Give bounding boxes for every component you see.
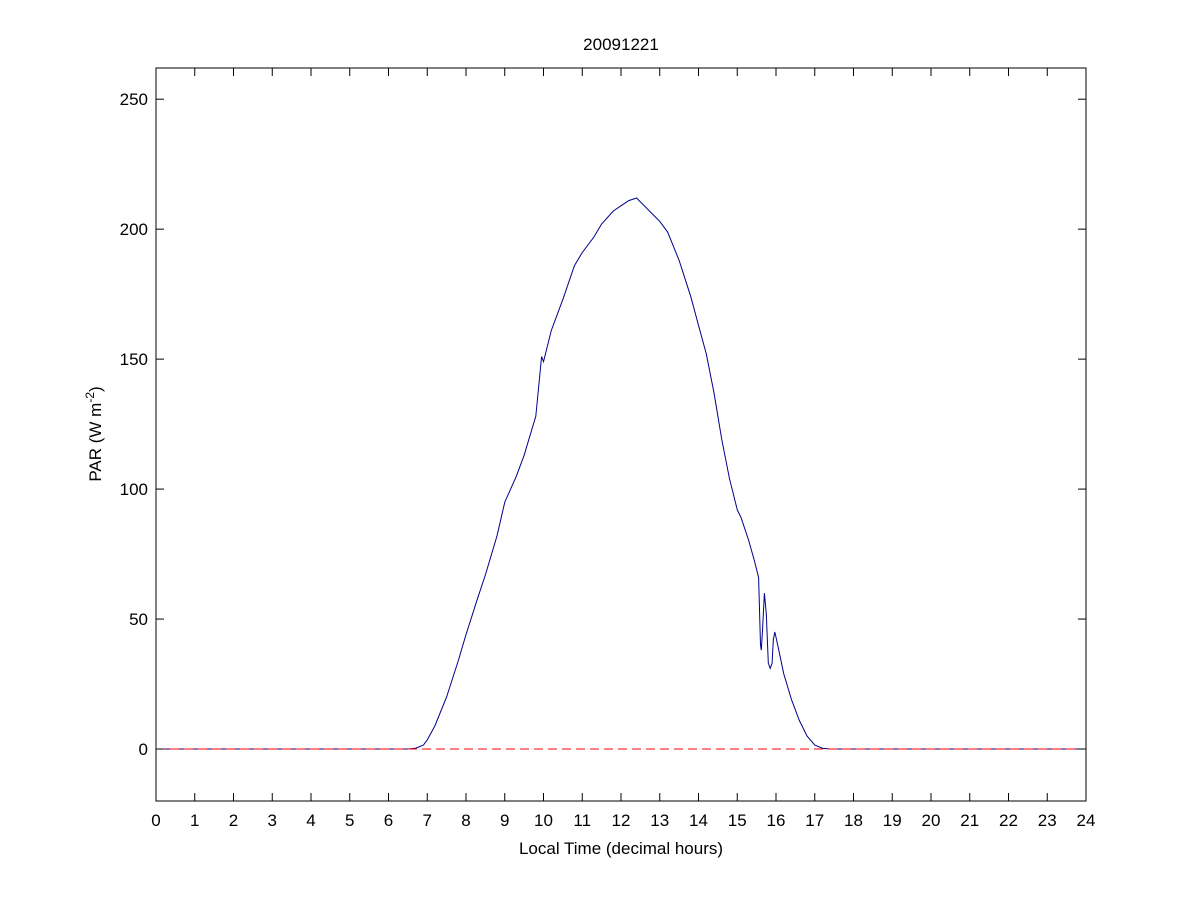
x-tick-label: 16 (767, 811, 786, 830)
x-tick-label: 9 (500, 811, 509, 830)
x-tick-label: 22 (999, 811, 1018, 830)
x-tick-label: 21 (960, 811, 979, 830)
x-tick-label: 2 (229, 811, 238, 830)
x-tick-label: 5 (345, 811, 354, 830)
par-series-line (156, 197, 1086, 750)
x-tick-label: 13 (650, 811, 669, 830)
x-tick-label: 4 (306, 811, 315, 830)
y-axis-label-main: PAR (W m (86, 403, 105, 482)
x-tick-label: 6 (384, 811, 393, 830)
x-tick-label: 14 (689, 811, 708, 830)
y-tick-label: 200 (120, 220, 148, 239)
x-tick-label: 11 (573, 811, 591, 830)
x-tick-label: 10 (534, 811, 553, 830)
y-axis-label: PAR (W m-2) (83, 386, 105, 481)
x-tick-label: 17 (805, 811, 824, 830)
y-tick-label: 100 (120, 480, 148, 499)
x-tick-label: 24 (1077, 811, 1096, 830)
x-tick-label: 1 (190, 811, 199, 830)
x-tick-label: 0 (151, 811, 160, 830)
x-tick-label: 7 (423, 811, 432, 830)
x-tick-label: 8 (461, 811, 470, 830)
y-tick-label: 150 (120, 350, 148, 369)
y-axis-label-superscript: -2 (83, 392, 97, 403)
y-tick-label: 250 (120, 90, 148, 109)
x-tick-label: 18 (844, 811, 863, 830)
x-tick-label: 19 (883, 811, 902, 830)
x-tick-label: 3 (268, 811, 277, 830)
y-axis-label-suffix: ) (86, 386, 105, 392)
x-tick-label: 23 (1038, 811, 1057, 830)
x-tick-label: 12 (612, 811, 631, 830)
y-tick-label: 0 (139, 740, 148, 759)
x-tick-label: 20 (922, 811, 941, 830)
x-tick-label: 15 (728, 811, 747, 830)
x-axis-label: Local Time (decimal hours) (519, 839, 723, 858)
y-tick-label: 50 (129, 610, 148, 629)
chart-title: 20091221 (583, 35, 659, 54)
